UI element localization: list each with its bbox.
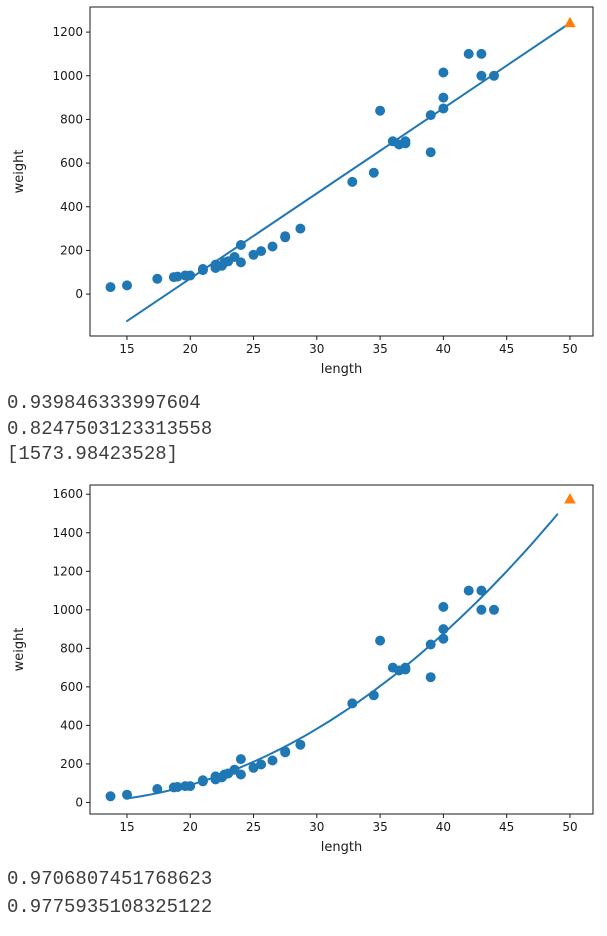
data-point [375, 105, 386, 116]
plot-frame [89, 6, 594, 337]
y-tick-label: 1000 [52, 69, 83, 83]
x-tick-label: 35 [372, 342, 387, 356]
polynomial-regression-chart: 15 20 25 30 35 40 45 50 0 200 400 600 800 1000 1200 140… [12, 484, 594, 855]
x-tick-label: 15 [119, 820, 134, 834]
y-tick-label: 1600 [52, 487, 83, 501]
data-point [152, 784, 163, 794]
figure-polynomial-regression: 15 20 25 30 35 40 45 50 0 200 400 600 800 1000 1200 140… [0, 478, 607, 863]
x-tick-label: 30 [309, 342, 324, 356]
y-axis-label: weight [12, 628, 27, 672]
data-point [248, 762, 259, 773]
prediction-triangle-marker [564, 16, 576, 28]
y-tick-label: 1400 [52, 526, 83, 540]
data-point [489, 604, 499, 615]
x-tick-label: 30 [309, 820, 324, 834]
data-point [172, 271, 183, 282]
data-point [438, 601, 449, 612]
y-tick-label: 400 [60, 200, 83, 214]
data-point [267, 755, 278, 766]
x-tick-label: 45 [499, 342, 514, 356]
stdout-line-test-score: 0.8247503123313558 [7, 417, 213, 440]
data-point [438, 67, 449, 78]
data-point [476, 585, 487, 596]
data-point [105, 282, 116, 293]
data-point [425, 147, 436, 158]
y-tick-label: 0 [75, 795, 83, 809]
x-tick-label: 35 [372, 820, 387, 834]
data-point [122, 280, 132, 291]
linear-fit-line [126, 22, 571, 323]
x-tick-label: 25 [246, 820, 261, 834]
data-point [463, 585, 474, 596]
data-point [256, 246, 267, 257]
y-tick-label: 600 [60, 680, 83, 694]
x-tick-label: 20 [183, 820, 198, 834]
plot-frame [89, 484, 594, 815]
y-tick-label: 200 [60, 757, 83, 771]
data-point [425, 672, 436, 683]
data-point [280, 231, 291, 242]
data-point [256, 759, 267, 770]
y-tick-label: 1200 [52, 564, 83, 578]
y-tick-label: 600 [60, 156, 83, 170]
data-point [347, 176, 358, 187]
data-point [400, 136, 411, 147]
x-tick-label: 50 [562, 342, 577, 356]
data-point [152, 273, 163, 284]
prediction-triangle-marker [564, 493, 576, 504]
x-axis-label: length [321, 840, 362, 855]
data-point [235, 754, 246, 765]
y-tick-label: 0 [75, 287, 83, 301]
y-tick-label: 1000 [52, 603, 83, 617]
data-point [295, 739, 306, 750]
y-tick-label: 200 [60, 243, 83, 257]
x-tick-label: 40 [436, 342, 451, 356]
data-point [438, 92, 449, 103]
x-tick-label: 40 [436, 820, 451, 834]
x-tick-label: 15 [119, 342, 134, 356]
x-tick-label: 45 [499, 820, 514, 834]
stdout-line-train-score: 0.9706807451768623 [7, 868, 213, 890]
y-tick-label: 800 [60, 112, 83, 126]
data-point [476, 48, 487, 59]
stdout-polynomial-scores: 0.9706807451768623 0.9775935108325122 [7, 865, 212, 921]
y-tick-label: 400 [60, 718, 83, 732]
data-point [368, 167, 379, 178]
x-tick-label: 20 [183, 342, 198, 356]
data-point [267, 241, 278, 252]
figure-linear-regression: 15 20 25 30 35 40 45 50 0 200 400 600 800 1000 1200 len… [0, 0, 607, 385]
y-tick-label: 800 [60, 641, 83, 655]
scatter-points [105, 48, 499, 293]
linear-regression-chart: 15 20 25 30 35 40 45 50 0 200 400 600 800 1000 1200 len… [12, 6, 594, 377]
data-point [476, 604, 487, 615]
data-point [295, 223, 306, 234]
data-point [438, 633, 449, 644]
y-axis-label: weight [12, 150, 27, 194]
stdout-line-test-score: 0.9775935108325122 [7, 896, 213, 918]
data-point [463, 48, 474, 59]
data-point [248, 249, 259, 260]
data-point [347, 698, 358, 709]
x-tick-label: 50 [562, 820, 577, 834]
data-point [476, 70, 487, 81]
stdout-linear-scores: 0.939846333997604 0.8247503123313558 [1573… [7, 391, 212, 468]
data-point [375, 635, 386, 646]
x-axis-label: length [321, 362, 362, 377]
x-tick-label: 25 [246, 342, 261, 356]
stdout-line-train-score: 0.939846333997604 [7, 392, 201, 414]
data-point [105, 791, 116, 802]
y-tick-label: 1200 [52, 25, 83, 39]
data-point [210, 262, 221, 273]
quadratic-fit-curve [126, 513, 559, 800]
stdout-line-prediction-value: [1573.98423528] [7, 443, 179, 465]
scatter-points [105, 585, 499, 802]
